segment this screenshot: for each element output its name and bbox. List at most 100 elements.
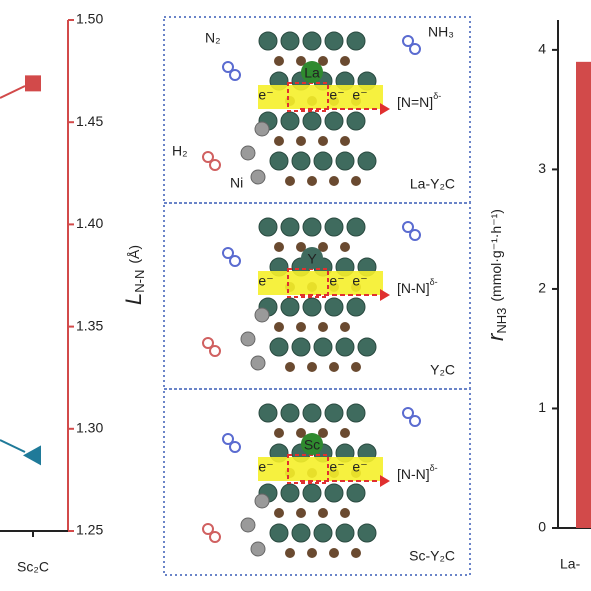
electron-label: e⁻ bbox=[329, 459, 344, 475]
series-line bbox=[0, 439, 26, 453]
carbon-atom bbox=[296, 428, 306, 438]
molecule-atom bbox=[229, 69, 241, 81]
carbon-atom bbox=[274, 508, 284, 518]
carbon-atom bbox=[274, 242, 284, 252]
y-label-unit: (Å) bbox=[126, 245, 142, 264]
product-label: [N-N]δ- bbox=[397, 463, 438, 481]
y-label-unit: (mmol·g⁻¹·h⁻¹) bbox=[488, 209, 504, 302]
carbon-atom bbox=[318, 508, 328, 518]
molecule-atom bbox=[222, 247, 234, 259]
species-label: NH₃ bbox=[428, 24, 454, 40]
lattice-atom bbox=[280, 111, 300, 131]
square-marker bbox=[25, 75, 41, 92]
ni-atom bbox=[254, 493, 270, 509]
y-tick-label: 2 bbox=[538, 280, 546, 296]
panel-border bbox=[163, 16, 471, 204]
dopant-atom bbox=[301, 433, 323, 455]
lattice-atom bbox=[280, 31, 300, 51]
electron-label: e⁻ bbox=[329, 87, 344, 103]
carbon-atom bbox=[285, 548, 295, 558]
species-label: Ni bbox=[230, 175, 243, 191]
ni-atom bbox=[240, 517, 256, 533]
species-label: H₂ bbox=[172, 143, 188, 159]
lattice-atom bbox=[324, 297, 344, 317]
arrow-head bbox=[380, 475, 390, 487]
lattice-atom bbox=[335, 337, 355, 357]
x-tick-label: Sc₂C bbox=[17, 559, 49, 575]
lattice-atom bbox=[258, 31, 278, 51]
carbon-atom bbox=[340, 428, 350, 438]
electron-label: e⁻ bbox=[258, 459, 273, 475]
lattice-atom bbox=[324, 31, 344, 51]
series-line bbox=[0, 85, 26, 99]
product-label: [N-N]δ- bbox=[397, 277, 438, 295]
electron-label: e⁻ bbox=[352, 459, 367, 475]
y-tick-label: 3 bbox=[538, 160, 546, 176]
molecule-atom bbox=[402, 35, 414, 47]
lattice-atom bbox=[335, 151, 355, 171]
lattice-atom bbox=[346, 403, 366, 423]
carbon-atom bbox=[340, 508, 350, 518]
carbon-atom bbox=[318, 428, 328, 438]
bar bbox=[576, 61, 591, 528]
carbon-atom bbox=[351, 176, 361, 186]
lattice-atom bbox=[280, 217, 300, 237]
lattice-atom bbox=[280, 483, 300, 503]
carbon-atom bbox=[307, 362, 317, 372]
lattice-atom bbox=[291, 151, 311, 171]
lattice-atom bbox=[324, 217, 344, 237]
panel-label: La-Y₂C bbox=[410, 176, 455, 192]
species-label: N₂ bbox=[205, 30, 221, 46]
molecule-atom bbox=[202, 337, 214, 349]
product-label: [N=N]δ- bbox=[397, 91, 441, 109]
lattice-atom bbox=[302, 297, 322, 317]
carbon-atom bbox=[318, 322, 328, 332]
product-sup: δ- bbox=[433, 91, 441, 101]
arrow-head bbox=[380, 103, 390, 115]
ni-atom bbox=[240, 331, 256, 347]
molecule-atom bbox=[222, 433, 234, 445]
carbon-atom bbox=[318, 242, 328, 252]
lattice-atom bbox=[269, 337, 289, 357]
carbon-atom bbox=[307, 176, 317, 186]
lattice-atom bbox=[357, 337, 377, 357]
lattice-atom bbox=[324, 403, 344, 423]
carbon-atom bbox=[329, 548, 339, 558]
carbon-atom bbox=[285, 362, 295, 372]
lattice-atom bbox=[302, 111, 322, 131]
dopant-label: La bbox=[304, 65, 320, 81]
electron-label: e⁻ bbox=[352, 87, 367, 103]
carbon-atom bbox=[340, 136, 350, 146]
lattice-atom bbox=[291, 523, 311, 543]
lattice-atom bbox=[346, 483, 366, 503]
lattice-atom bbox=[346, 111, 366, 131]
carbon-atom bbox=[285, 176, 295, 186]
lattice-atom bbox=[302, 483, 322, 503]
ni-atom bbox=[240, 145, 256, 161]
active-site bbox=[287, 268, 329, 298]
product-text: [N-N] bbox=[397, 280, 430, 296]
carbon-atom bbox=[296, 136, 306, 146]
panel-label: Sc-Y₂C bbox=[409, 548, 455, 564]
y-axis-label: rNH3 (mmol·g⁻¹·h⁻¹) bbox=[483, 209, 510, 341]
ni-atom bbox=[254, 121, 270, 137]
lattice-atom bbox=[357, 523, 377, 543]
lattice-atom bbox=[346, 297, 366, 317]
y-label-symbol: r bbox=[483, 332, 508, 341]
carbon-atom bbox=[274, 428, 284, 438]
carbon-atom bbox=[340, 322, 350, 332]
y-tick-label: 1.30 bbox=[76, 420, 103, 436]
lattice-atom bbox=[313, 337, 333, 357]
panel-border bbox=[163, 202, 471, 390]
electron-band bbox=[258, 271, 383, 295]
dopant-label: Y bbox=[307, 251, 317, 267]
lattice-atom bbox=[324, 111, 344, 131]
molecule-atom bbox=[402, 407, 414, 419]
molecule-atom bbox=[409, 415, 421, 427]
molecule-atom bbox=[229, 441, 241, 453]
lattice-atom bbox=[269, 151, 289, 171]
panel-border bbox=[163, 388, 471, 576]
ni-atom bbox=[254, 307, 270, 323]
product-text: [N-N] bbox=[397, 466, 430, 482]
